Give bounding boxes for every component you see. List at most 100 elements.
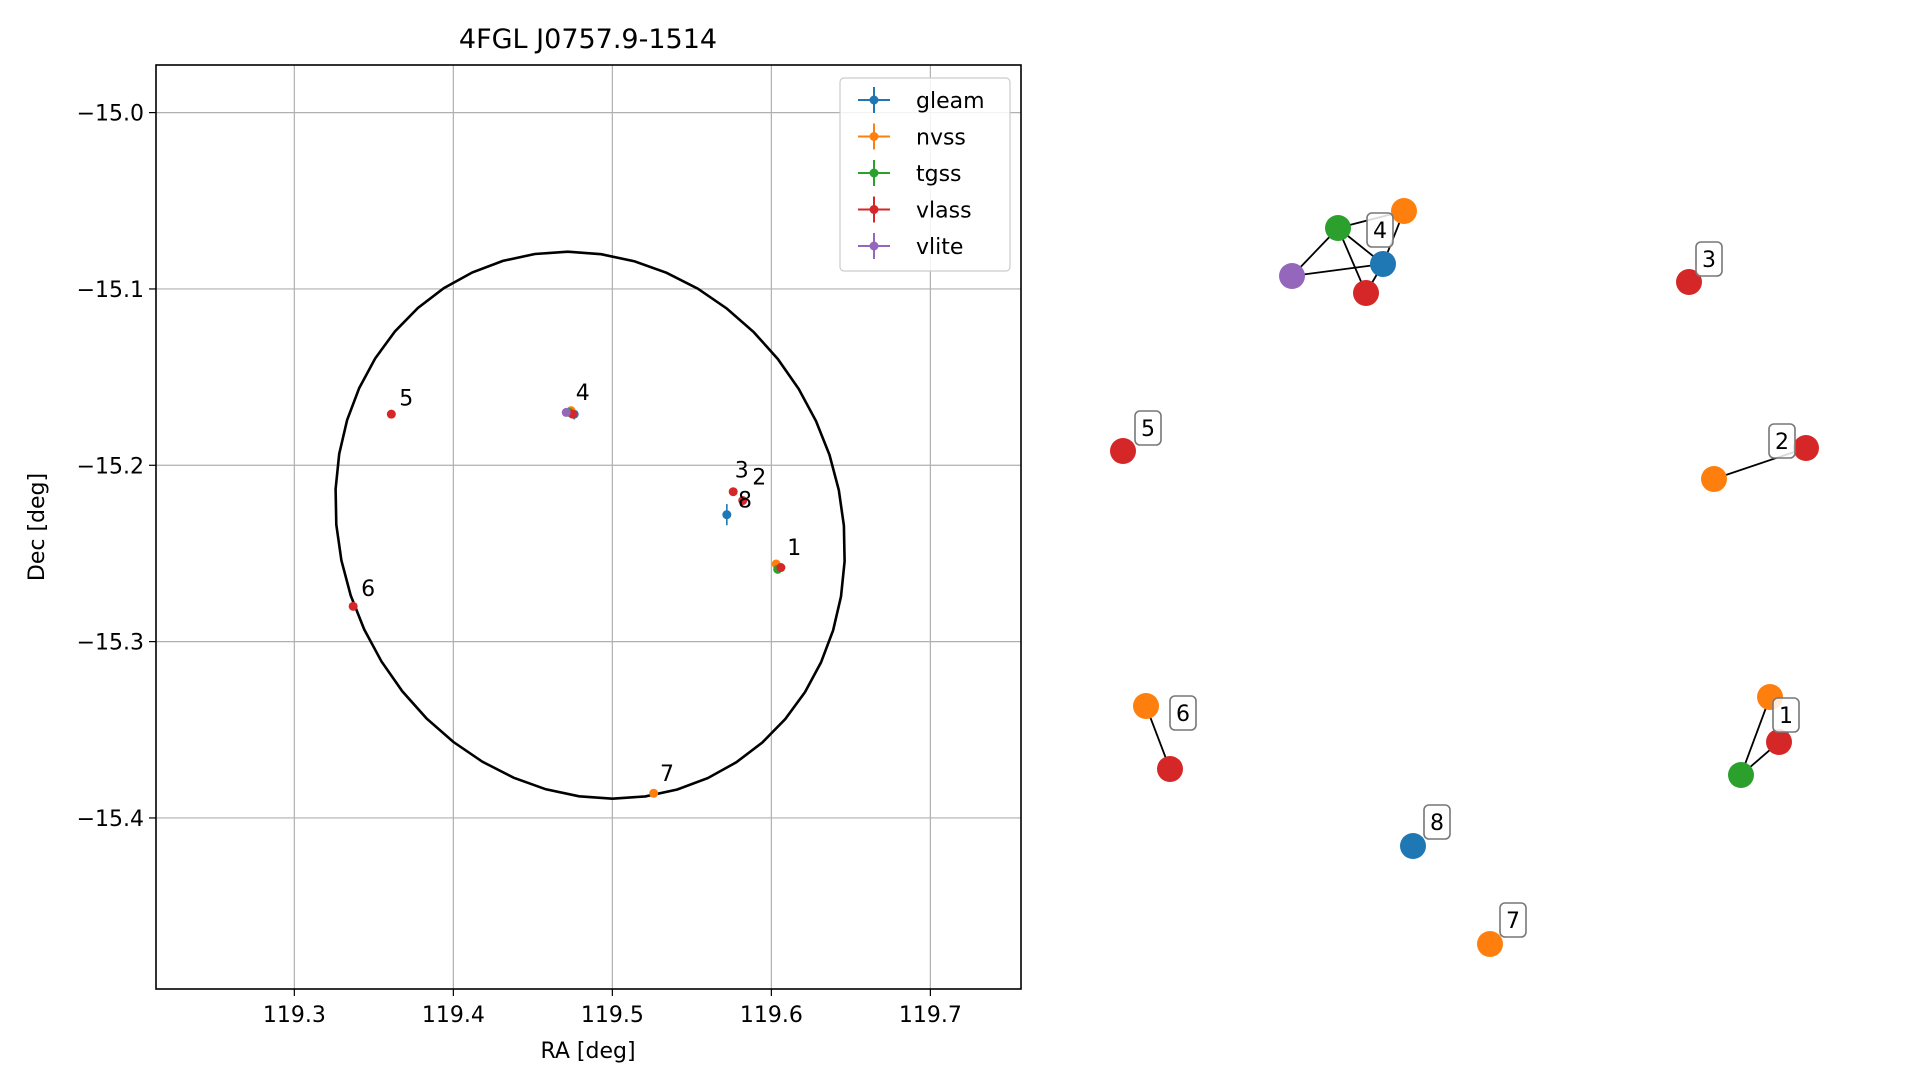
graph-edge bbox=[1740, 696, 1771, 776]
group-label-box bbox=[1134, 410, 1162, 446]
group-label-3: 3 bbox=[1695, 241, 1723, 277]
group-label-text: 4 bbox=[1373, 219, 1387, 244]
point-label: 8 bbox=[738, 489, 752, 514]
group-label-text: 8 bbox=[1430, 811, 1444, 836]
group-label-2: 2 bbox=[1768, 423, 1796, 459]
group-label-8: 8 bbox=[1423, 804, 1451, 840]
data-point-vlass bbox=[776, 563, 786, 573]
graph-edges bbox=[1145, 210, 1807, 776]
legend: gleam nvss tgss vlass vlite bbox=[839, 77, 1011, 272]
data-point-vlite bbox=[561, 407, 571, 417]
error-ellipse bbox=[334, 250, 846, 801]
x-tick-label: 119.7 bbox=[899, 1003, 962, 1028]
data-point-vlass bbox=[348, 601, 358, 611]
data-marker bbox=[348, 601, 358, 611]
point-label: 7 bbox=[660, 762, 674, 787]
group-label-4: 4 bbox=[1366, 212, 1394, 248]
graph-node-group-4 bbox=[1279, 263, 1305, 289]
legend-item-vlite: vlite bbox=[858, 233, 963, 260]
plot-frame bbox=[155, 64, 1022, 990]
group-label-text: 5 bbox=[1141, 417, 1155, 442]
point-label: 5 bbox=[399, 386, 413, 411]
legend-label: vlass bbox=[916, 199, 972, 224]
data-marker bbox=[561, 407, 571, 417]
graph-node-group-2 bbox=[1793, 435, 1819, 461]
graph-node-group-4 bbox=[1370, 251, 1396, 277]
chart-title: 4FGL J0757.9-1514 bbox=[459, 24, 717, 55]
graph-group-labels: 1 2 3 4 5 6 7 8 bbox=[1134, 212, 1800, 938]
graph-node-group-1 bbox=[1766, 729, 1792, 755]
group-label-box bbox=[1772, 697, 1800, 733]
legend-marker bbox=[869, 205, 879, 214]
grid bbox=[156, 65, 1021, 989]
group-label-text: 6 bbox=[1176, 702, 1190, 727]
graph-nodes bbox=[1110, 198, 1819, 957]
legend-box bbox=[839, 77, 1011, 272]
y-axis-ticks: −15.0 −15.1 −15.2 −15.3 −15.4 bbox=[77, 102, 156, 832]
data-marker bbox=[386, 409, 396, 419]
x-tick-label: 119.3 bbox=[263, 1003, 326, 1028]
point-label: 1 bbox=[787, 536, 801, 561]
data-point-vlass bbox=[738, 496, 748, 506]
x-tick-label: 119.5 bbox=[581, 1003, 644, 1028]
x-axis-label: RA [deg] bbox=[540, 1039, 635, 1064]
graph-node-group-3 bbox=[1676, 269, 1702, 295]
legend-marker bbox=[869, 241, 879, 251]
x-axis-ticks: 119.3 119.4 119.5 119.6 119.7 bbox=[263, 989, 962, 1028]
y-tick-label: −15.4 bbox=[77, 807, 144, 832]
legend-marker bbox=[869, 168, 879, 178]
point-label: 2 bbox=[752, 466, 766, 491]
x-tick-label: 119.6 bbox=[740, 1003, 803, 1028]
legend-item-gleam: gleam bbox=[858, 87, 985, 114]
y-axis-label: Dec [deg] bbox=[25, 473, 50, 581]
data-point-gleam bbox=[722, 504, 732, 526]
graph-node-group-5 bbox=[1110, 438, 1136, 464]
point-label: 3 bbox=[735, 459, 749, 484]
group-label-text: 7 bbox=[1506, 909, 1520, 934]
group-label-7: 7 bbox=[1499, 902, 1527, 938]
legend-label: nvss bbox=[916, 126, 966, 151]
legend-item-vlass: vlass bbox=[858, 196, 972, 224]
point-label: 4 bbox=[576, 381, 590, 406]
data-point-vlass bbox=[386, 409, 396, 419]
group-label-box bbox=[1423, 804, 1451, 840]
legend-label: gleam bbox=[916, 89, 985, 114]
legend-label: tgss bbox=[916, 162, 962, 187]
graph-node-group-1 bbox=[1728, 762, 1754, 788]
group-label-box bbox=[1366, 212, 1394, 248]
y-tick-label: −15.2 bbox=[77, 454, 144, 479]
graph-node-group-6 bbox=[1133, 693, 1159, 719]
legend-item-nvss: nvss bbox=[858, 123, 966, 151]
graph-node-group-4 bbox=[1391, 198, 1417, 224]
cluster-graph: 1 2 3 4 5 6 7 8 bbox=[1110, 198, 1819, 957]
legend-marker bbox=[869, 95, 879, 105]
legend-marker bbox=[869, 132, 879, 141]
group-label-1: 1 bbox=[1772, 697, 1800, 733]
graph-node-group-4 bbox=[1353, 280, 1379, 306]
data-point-nvss bbox=[649, 788, 659, 798]
error-ellipse-layer bbox=[334, 250, 846, 801]
data-marker bbox=[722, 510, 732, 520]
graph-node-group-2 bbox=[1701, 466, 1727, 492]
graph-node-group-8 bbox=[1400, 833, 1426, 859]
y-tick-label: −15.0 bbox=[77, 102, 144, 127]
point-label: 6 bbox=[361, 577, 375, 602]
legend-label: vlite bbox=[916, 235, 963, 260]
data-point-vlass bbox=[728, 487, 738, 497]
y-tick-label: −15.3 bbox=[77, 631, 144, 656]
x-tick-label: 119.4 bbox=[422, 1003, 485, 1028]
group-label-box bbox=[1768, 423, 1796, 459]
graph-edge bbox=[1291, 263, 1384, 277]
data-marker bbox=[738, 496, 748, 506]
group-label-text: 1 bbox=[1779, 704, 1793, 729]
y-tick-label: −15.1 bbox=[77, 278, 144, 303]
point-labels: 1 23 8 4 5 6 7 bbox=[361, 381, 801, 787]
data-marker bbox=[649, 788, 659, 798]
group-label-box bbox=[1169, 695, 1197, 731]
group-label-box bbox=[1695, 241, 1723, 277]
graph-node-group-6 bbox=[1157, 756, 1183, 782]
group-label-text: 3 bbox=[1702, 248, 1716, 273]
group-label-text: 2 bbox=[1775, 430, 1789, 455]
group-label-6: 6 bbox=[1169, 695, 1197, 731]
